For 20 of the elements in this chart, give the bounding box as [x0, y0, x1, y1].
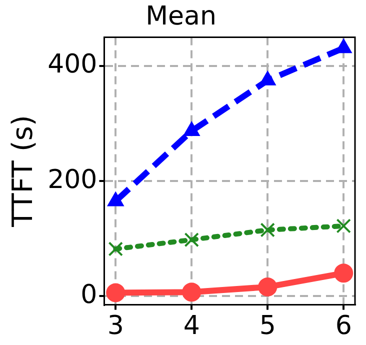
point [182, 282, 202, 302]
chart-title: Mean [146, 1, 216, 32]
x-tick-label: 4 [183, 311, 200, 342]
y-axis-title: TTFT (s) [6, 115, 40, 228]
point [334, 264, 354, 283]
y-tick-label: 200 [48, 164, 98, 195]
point [108, 242, 123, 256]
x-tick-label: 5 [259, 311, 276, 342]
point [184, 232, 199, 248]
point [107, 192, 124, 206]
x-tick-label: 6 [335, 311, 352, 342]
point [106, 283, 126, 302]
x-tick-label: 3 [107, 311, 124, 342]
point [260, 222, 275, 238]
point [183, 122, 200, 136]
y-tick-label: 0 [80, 280, 98, 310]
point [258, 277, 278, 296]
point [336, 218, 351, 234]
point [259, 70, 276, 86]
y-tick-label: 400 [48, 50, 98, 80]
